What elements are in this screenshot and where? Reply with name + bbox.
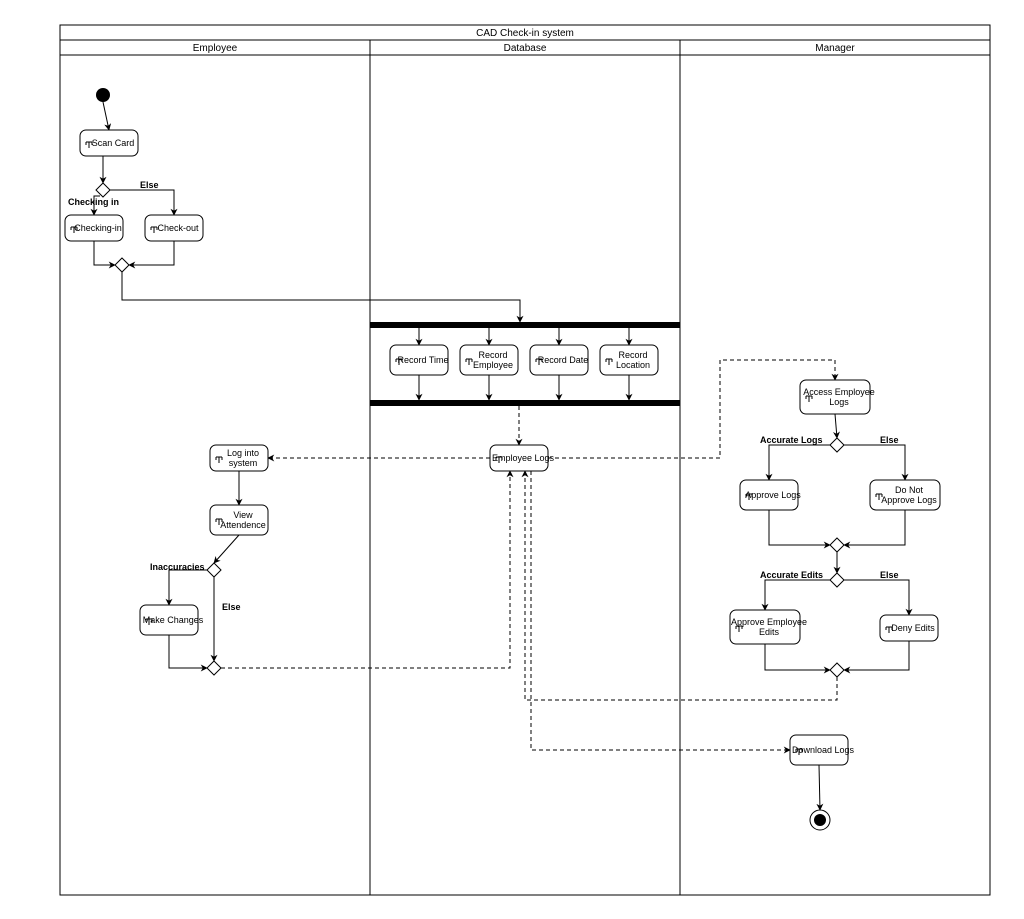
node-label: Logs	[829, 397, 849, 407]
lane-name: Database	[504, 43, 547, 54]
lane-body	[60, 55, 370, 895]
node-label: Edits	[759, 627, 780, 637]
edge-label-else2: Else	[222, 602, 241, 612]
node-label: Attendence	[220, 520, 266, 530]
node-label: Approve Logs	[881, 495, 937, 505]
node-label: Check-out	[157, 223, 199, 233]
edge-label-else4: Else	[880, 570, 899, 580]
node-label: Approve Logs	[745, 490, 801, 500]
node-label: Record Date	[538, 355, 589, 365]
node-label: Employee Logs	[492, 453, 555, 463]
node-label: Download Logs	[792, 745, 855, 755]
edge-label-acclogs: Accurate Logs	[760, 435, 823, 445]
sync-bar-0	[370, 322, 680, 328]
node-label: system	[229, 458, 258, 468]
lane-body	[680, 55, 990, 895]
node-label: Location	[616, 360, 650, 370]
node-label: View	[233, 510, 253, 520]
node-label: Employee	[473, 360, 513, 370]
node-label: Record Time	[397, 355, 448, 365]
node-label: Make Changes	[143, 615, 204, 625]
sync-bar-1	[370, 400, 680, 406]
final-node	[814, 814, 826, 826]
node-label: Do Not	[895, 485, 924, 495]
node-label: Access Employee	[803, 387, 875, 397]
node-label: Scan Card	[92, 138, 135, 148]
diagram-title: CAD Check-in system	[476, 28, 574, 39]
node-label: Record	[618, 350, 647, 360]
node-label: Record	[478, 350, 507, 360]
node-label: Deny Edits	[891, 623, 935, 633]
edge-label-accedits: Accurate Edits	[760, 570, 823, 580]
node-label: Log into	[227, 448, 259, 458]
edge-label-else1: Else	[140, 180, 159, 190]
lane-name: Manager	[815, 43, 855, 54]
lane-name: Employee	[193, 43, 238, 54]
node-label: Checking-in	[74, 223, 122, 233]
edge-label-else3: Else	[880, 435, 899, 445]
initial-node	[96, 88, 110, 102]
node-label: Approve Employee	[731, 617, 807, 627]
